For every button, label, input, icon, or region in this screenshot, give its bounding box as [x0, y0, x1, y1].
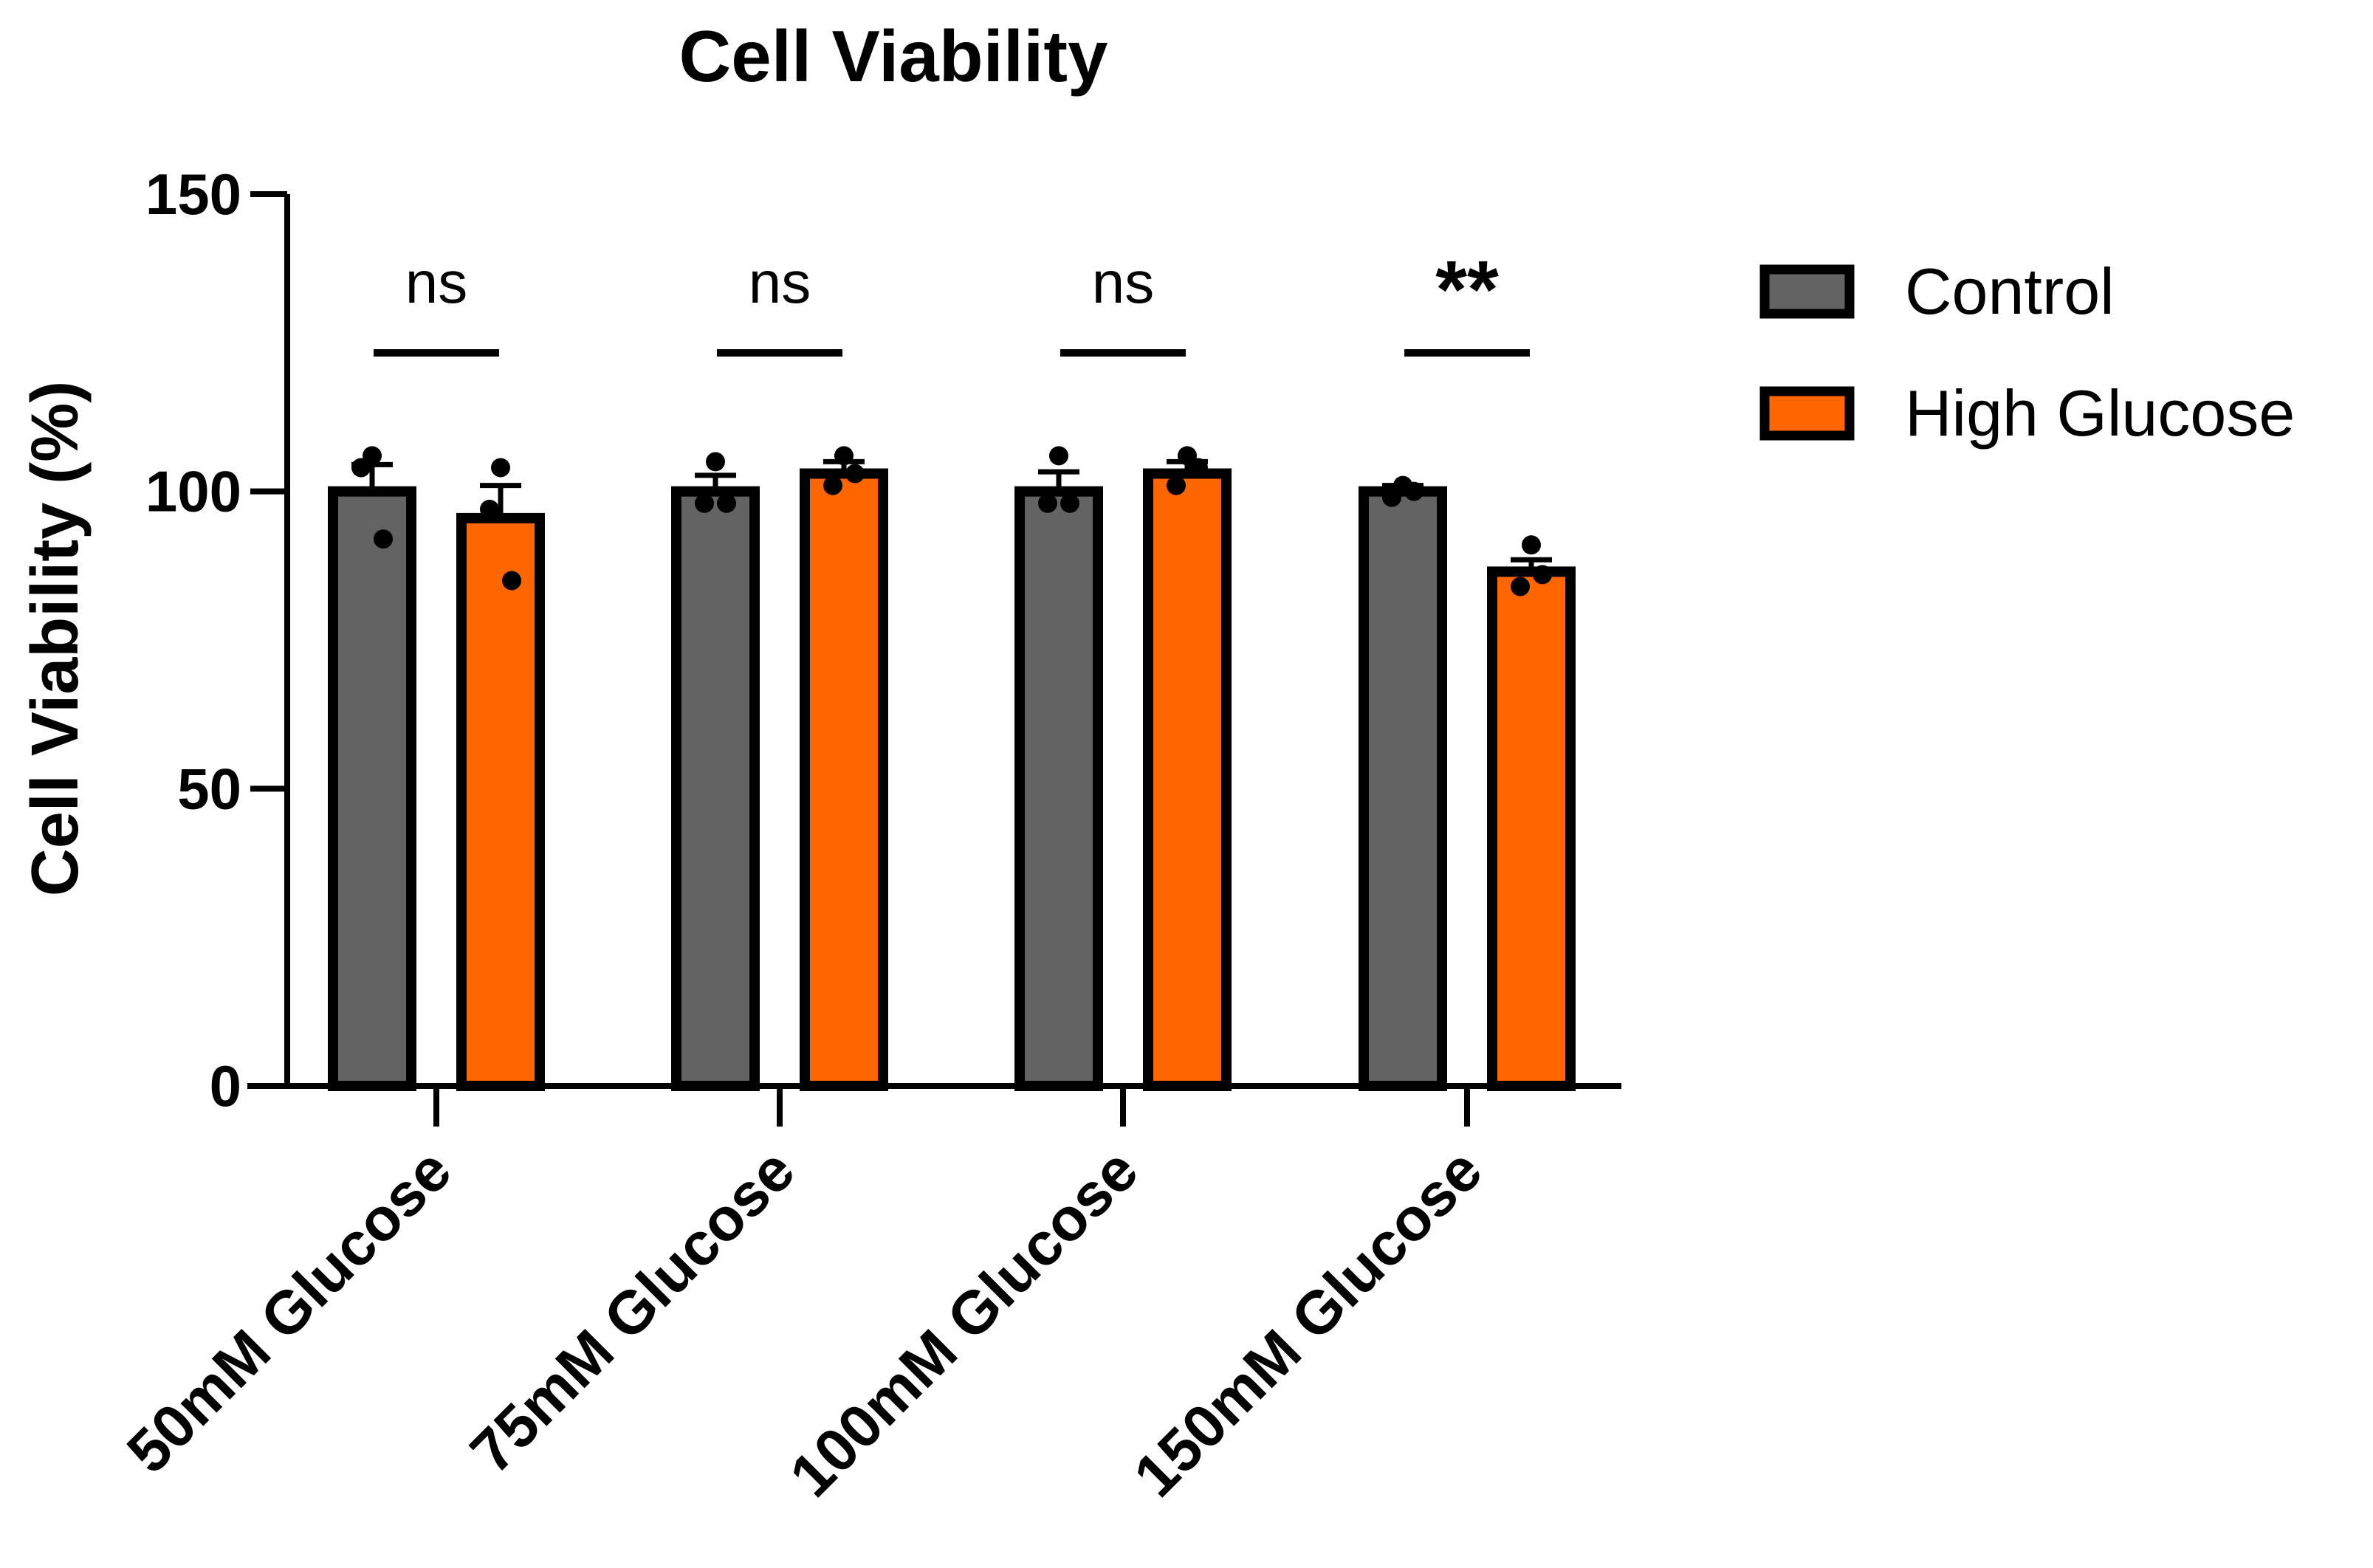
data-point-high-glucose-150mm-glucose-2: [1511, 577, 1530, 596]
significance-label-50mm-glucose: ns: [405, 250, 468, 315]
y-tick-label-150: 150: [145, 162, 241, 227]
y-tick-label-100: 100: [145, 459, 241, 524]
x-tick-label-150mm-glucose: 150mM Glucose: [1122, 1136, 1495, 1510]
legend-swatch-control: [1759, 264, 1855, 319]
significance-label-75mm-glucose: ns: [749, 250, 811, 315]
significance-label-150mm-glucose: **: [1435, 244, 1499, 335]
y-axis-label: Cell Viability (%): [18, 381, 92, 897]
data-point-control-100mm-glucose-3: [1060, 493, 1079, 513]
data-point-high-glucose-50mm-glucose-3: [502, 571, 521, 591]
data-point-control-75mm-glucose-1: [706, 452, 725, 472]
legend-label-control: Control: [1905, 255, 2115, 328]
data-point-high-glucose-50mm-glucose-2: [480, 499, 499, 519]
data-point-high-glucose-150mm-glucose-1: [1522, 535, 1541, 555]
bar-control-50mm-glucose: [328, 486, 416, 1091]
data-point-high-glucose-150mm-glucose-3: [1533, 565, 1552, 585]
data-point-control-75mm-glucose-3: [717, 493, 736, 513]
legend-swatch-high-glucose: [1759, 386, 1855, 441]
bar-high-glucose-50mm-glucose: [456, 512, 545, 1091]
data-point-high-glucose-75mm-glucose-3: [845, 464, 865, 484]
y-tick-label-50: 50: [177, 756, 241, 821]
bar-control-75mm-glucose: [671, 486, 760, 1091]
chart-title: Cell Viability: [679, 16, 1108, 97]
bar-high-glucose-100mm-glucose: [1143, 468, 1232, 1091]
data-point-high-glucose-100mm-glucose-3: [1189, 458, 1208, 478]
bar-high-glucose-75mm-glucose: [800, 468, 888, 1091]
data-point-control-100mm-glucose-1: [1049, 446, 1068, 466]
x-tick-label-75mm-glucose: 75mM Glucose: [458, 1136, 808, 1486]
data-point-high-glucose-100mm-glucose-2: [1167, 475, 1186, 495]
plot-layer: 0 50 100 150 ns 50mM Glucose ns 75mM Glucose ns 1…: [114, 162, 1576, 1510]
bar-high-glucose-150mm-glucose: [1487, 566, 1576, 1091]
data-point-control-50mm-glucose-3: [374, 529, 393, 549]
data-point-high-glucose-75mm-glucose-1: [834, 446, 854, 466]
x-tick-label-50mm-glucose: 50mM Glucose: [114, 1136, 464, 1486]
significance-label-100mm-glucose: ns: [1092, 250, 1155, 315]
legend-label-high-glucose: High Glucose: [1905, 376, 2295, 450]
data-point-control-100mm-glucose-2: [1038, 493, 1057, 513]
bar-control-100mm-glucose: [1014, 486, 1103, 1091]
legend: Control High Glucose: [1759, 255, 2295, 450]
data-point-control-50mm-glucose-2: [351, 458, 371, 478]
y-tick-label-0: 0: [210, 1053, 241, 1118]
data-point-control-150mm-glucose-2: [1382, 487, 1401, 507]
data-point-control-150mm-glucose-3: [1404, 481, 1424, 501]
x-tick-label-100mm-glucose: 100mM Glucose: [777, 1136, 1151, 1510]
data-point-high-glucose-75mm-glucose-2: [823, 475, 842, 495]
bar-control-150mm-glucose: [1359, 486, 1447, 1091]
data-point-high-glucose-50mm-glucose-1: [491, 458, 510, 478]
data-point-control-75mm-glucose-2: [695, 493, 714, 513]
